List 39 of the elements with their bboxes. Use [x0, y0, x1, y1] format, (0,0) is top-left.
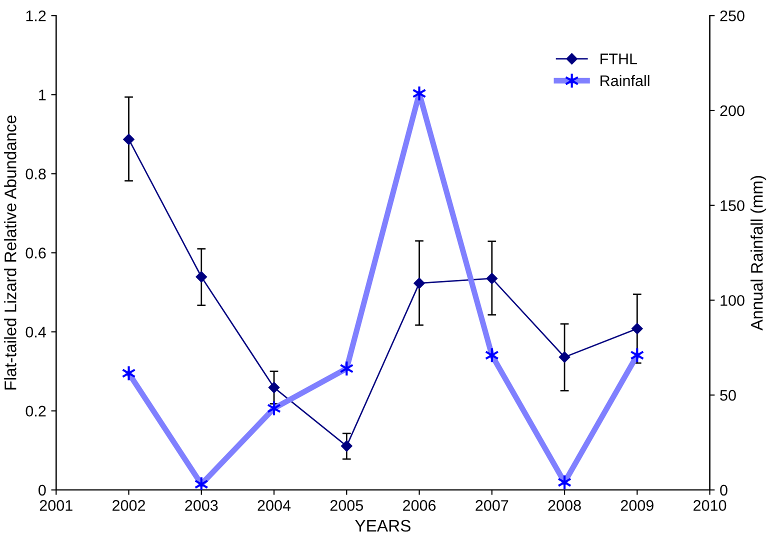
point: [122, 365, 136, 382]
y2-tick-label: 200: [720, 105, 744, 116]
point: [486, 272, 498, 284]
y-tick-label: 0.2: [26, 406, 46, 417]
y-tick-label: 0: [38, 484, 46, 496]
x-tick-label: 2007: [476, 500, 508, 511]
y2-tick-label: 0: [720, 484, 728, 496]
x-tick-label: 2010: [694, 500, 726, 511]
legend-label: Rainfall: [600, 74, 650, 86]
y2-tick-label: 50: [720, 390, 736, 401]
y2-tick-label: 150: [720, 200, 744, 212]
y-tick-label: 0.4: [26, 326, 46, 338]
x-tick-label: 2008: [548, 500, 581, 511]
point: [266, 400, 282, 416]
point: [123, 134, 134, 145]
y-tick-label: 0.6: [26, 248, 46, 258]
y-axis-title: Flat-tailed Lizard Relative Abundance: [4, 115, 16, 390]
point: [341, 440, 352, 452]
x-tick-label: 2009: [620, 500, 654, 511]
point: [268, 382, 280, 394]
y-tick-label: 1: [39, 90, 46, 100]
y-tick-label: 0.8: [26, 168, 46, 180]
y2-tick-label: 250: [720, 10, 744, 22]
legend-label: FTHL: [600, 54, 638, 64]
x-tick-label: 2002: [112, 500, 145, 511]
x-tick-label: 2006: [403, 500, 436, 511]
y-tick-label: 1.2: [26, 10, 46, 22]
x-tick-label: 2001: [40, 500, 72, 511]
x-tick-label: 2005: [330, 500, 364, 511]
point: [632, 323, 643, 334]
y2-tick-label: 100: [720, 295, 744, 306]
y2-axis-title: Annual Rainfall (mm): [750, 176, 766, 331]
x-tick-label: 2004: [258, 500, 291, 511]
x-tick-label: 2003: [185, 500, 218, 511]
x-axis-title: YEARS: [355, 520, 410, 532]
point: [412, 85, 426, 102]
point: [196, 271, 207, 282]
point: [414, 278, 425, 289]
point: [558, 352, 570, 363]
